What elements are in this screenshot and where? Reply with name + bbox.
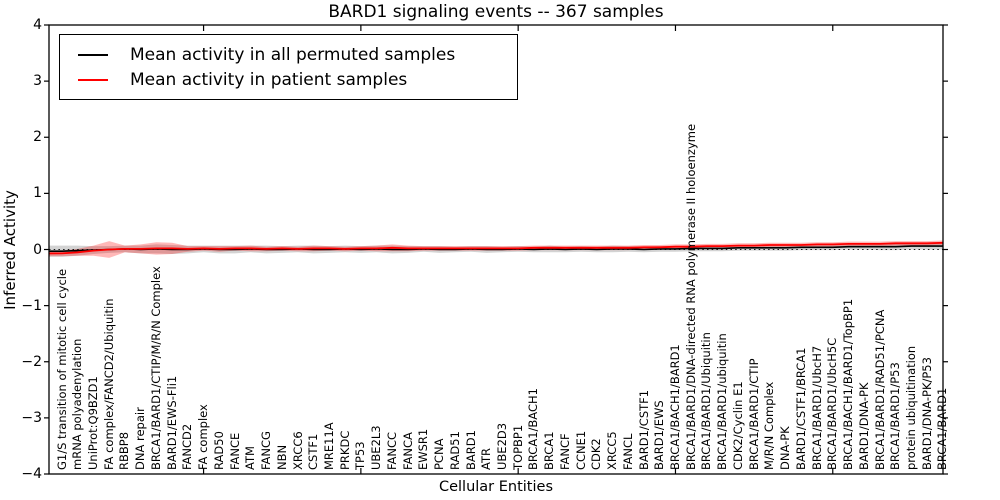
axis-ticks <box>44 24 948 475</box>
legend-item-patient: Mean activity in patient samples <box>72 70 507 90</box>
x-tick-label: PCNA <box>432 438 446 470</box>
x-tick-label: CDK2/Cyclin E1 <box>730 381 745 470</box>
y-tick-label-0: 0 <box>33 241 42 258</box>
x-tick-label: BARD1/DNA-PK <box>856 382 871 471</box>
x-tick-label: BRCA1/BACH1/BARD1 <box>668 344 682 470</box>
x-tick-label: MRE11A <box>321 422 336 470</box>
x-tick-label: BRCA1 <box>542 431 557 470</box>
y-tick-label--2: −2 <box>21 353 42 370</box>
patient-line-swatch <box>78 78 108 81</box>
x-tick-label: ATR <box>479 448 494 470</box>
legend-item-permuted: Mean activity in all permuted samples <box>72 45 507 65</box>
x-tick-label: DNA repair <box>133 407 148 470</box>
chart-title: BARD1 signaling events -- 367 samples <box>328 2 664 22</box>
x-tick-label: FANCA <box>400 432 415 470</box>
x-tick-label: FANCD2 <box>180 423 195 470</box>
x-tick-label: FA complex/FANCD2/Ubiquitin <box>101 298 116 470</box>
x-tick-label: BRCA1/BARD1 <box>935 387 950 470</box>
x-tick-label: FANCE <box>227 432 242 470</box>
x-tick-label: RBBP8 <box>117 431 132 470</box>
legend-label-permuted: Mean activity in all permuted samples <box>130 44 456 65</box>
x-tick-label: BARD1/CSTF1 <box>636 389 651 470</box>
x-tick-label: XRCC6 <box>290 431 305 470</box>
y-tick-label-4: 4 <box>33 17 42 33</box>
x-tick-label: FA complex <box>196 404 211 470</box>
x-tick-label: FANCC <box>384 431 399 470</box>
x-tick-label: protein ubiquitination <box>903 345 918 470</box>
x-tick-label: FANCF <box>557 433 572 470</box>
legend-label-patient: Mean activity in patient samples <box>130 69 408 90</box>
x-tick-label: UBE2L3 <box>369 425 384 470</box>
x-tick-label: BRCA1/BARD1/CTIP <box>746 358 761 470</box>
x-tick-label: BRCA1/BARD1/Ubiquitin <box>699 332 714 470</box>
x-tick-label: ATM <box>243 446 258 470</box>
y-tick-label-2: 2 <box>33 129 42 146</box>
x-tick-label: mRNA polyadenylation <box>70 338 85 470</box>
y-tick-label--1: −1 <box>21 297 42 314</box>
x-tick-label: TOPBP1 <box>510 424 525 470</box>
y-tick-label-3: 3 <box>33 73 42 90</box>
x-tick-label: CSTF1 <box>306 433 321 470</box>
x-tick-label: BARD1/EWS <box>652 400 667 470</box>
x-tick-label: FANCG <box>259 431 273 470</box>
x-tick-label: BRCA1/BARD1/ubiquitin <box>715 333 730 470</box>
x-tick-label: BRCA1/BARD1/UbcH5C <box>825 337 840 470</box>
x-tick-label: FANCL <box>620 433 635 470</box>
x-tick-label: NBN <box>274 444 289 470</box>
x-tick-label: BARD1/CSTF1/BRCA1 <box>793 347 808 470</box>
x-tick-label: TP53 <box>353 441 368 470</box>
legend: Mean activity in all permuted samples Me… <box>59 34 518 100</box>
x-tick-label: BRCA1/BACH1/BARD1/TopBP1 <box>841 298 855 470</box>
x-tick-label: PRKDC <box>337 430 352 470</box>
x-tick-label: BRCA1/BARD1/DNA-directed RNA polymerase … <box>683 123 698 470</box>
x-tick-label: BRCA1/BARD1/RAD51/PCNA <box>872 309 887 470</box>
x-tick-label: CCNE1 <box>573 430 588 470</box>
x-tick-label: RAD51 <box>447 431 462 470</box>
patient-mean-line <box>48 241 943 255</box>
x-tick-label: BARD1/DNA-PK/P53 <box>919 357 934 470</box>
x-tick-label: BRCA1/BARD1/CTIP/M/R/N Complex <box>148 266 163 470</box>
x-tick-label: G1/S transition of mitotic cell cycle <box>54 268 69 470</box>
y-tick-label--4: −4 <box>21 466 42 482</box>
x-tick-label: CDK2 <box>589 438 604 470</box>
x-tick-label: BRCA1/BARD1/UbcH7 <box>809 345 824 470</box>
x-tick-label: RAD50 <box>211 431 226 470</box>
y-tick-label--3: −3 <box>21 409 42 426</box>
permuted-line-swatch <box>78 53 108 56</box>
x-tick-label: XRCC5 <box>605 431 620 470</box>
x-tick-label: BARD1/EWS-Fli1 <box>164 375 179 470</box>
x-tick-label: UBE2D3 <box>494 422 509 470</box>
x-tick-label: M/R/N Complex <box>762 381 777 470</box>
x-tick-label: BRCA1/BARD1/P53 <box>888 362 903 470</box>
x-axis-label: Cellular Entities <box>438 479 554 495</box>
x-tick-label: BRCA1/BACH1 <box>526 388 541 470</box>
x-tick-label: EWSR1 <box>416 428 431 470</box>
x-tick-label: DNA-PK <box>778 426 793 470</box>
x-tick-label: UniProt:Q9BZD1 <box>86 376 100 470</box>
y-tick-label-1: 1 <box>33 185 42 202</box>
x-tick-label: BARD1 <box>463 430 478 470</box>
